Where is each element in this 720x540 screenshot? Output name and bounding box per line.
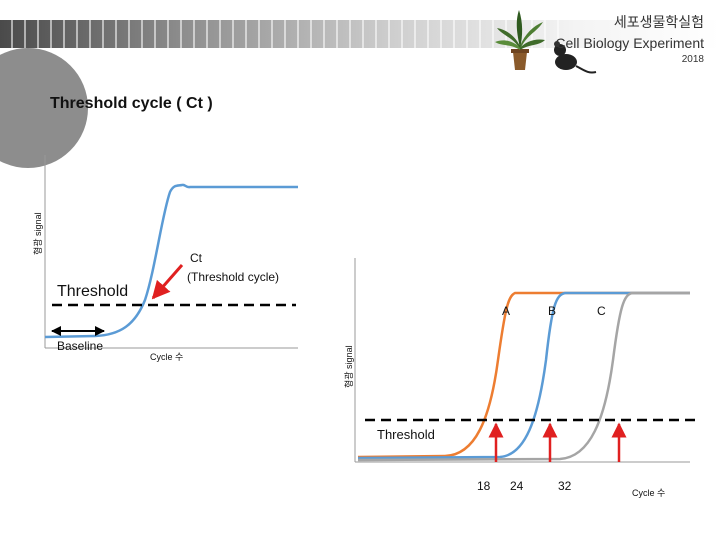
left-threshold-label: Threshold	[57, 283, 128, 300]
ct-label-line1: Ct	[190, 251, 203, 265]
curve-c	[357, 291, 690, 462]
mouse-icon	[554, 41, 597, 74]
curve-label-a: A	[502, 304, 510, 318]
x-tick-32: 32	[558, 479, 572, 493]
left-ylabel: 형광 signal	[32, 212, 43, 255]
ct-label-line2: (Threshold cycle)	[187, 270, 279, 284]
curve-label-b: B	[548, 304, 556, 318]
header-stripes	[0, 20, 560, 48]
ct-red-arrow	[151, 264, 184, 300]
curve-a	[357, 291, 690, 459]
curve-label-c: C	[597, 304, 606, 318]
header-title-english: Cell Biology Experiment	[555, 35, 704, 51]
left-amplification-curve	[44, 183, 298, 339]
right-xlabel: Cycle 수	[632, 488, 665, 498]
header-year: 2018	[681, 54, 704, 65]
right-threshold-label: Threshold	[377, 427, 435, 442]
curve-b	[357, 291, 690, 460]
x-tick-24: 24	[510, 479, 524, 493]
baseline-label: Baseline	[57, 339, 103, 353]
potted-plant-icon	[495, 10, 545, 70]
x-tick-18: 18	[477, 479, 491, 493]
left-xlabel: Cycle 수	[150, 352, 183, 362]
right-ylabel: 형광 signal	[343, 345, 354, 388]
header-title-korean: 세포생물학실험	[613, 14, 704, 30]
slide-title: Threshold cycle ( Ct )	[50, 95, 213, 112]
